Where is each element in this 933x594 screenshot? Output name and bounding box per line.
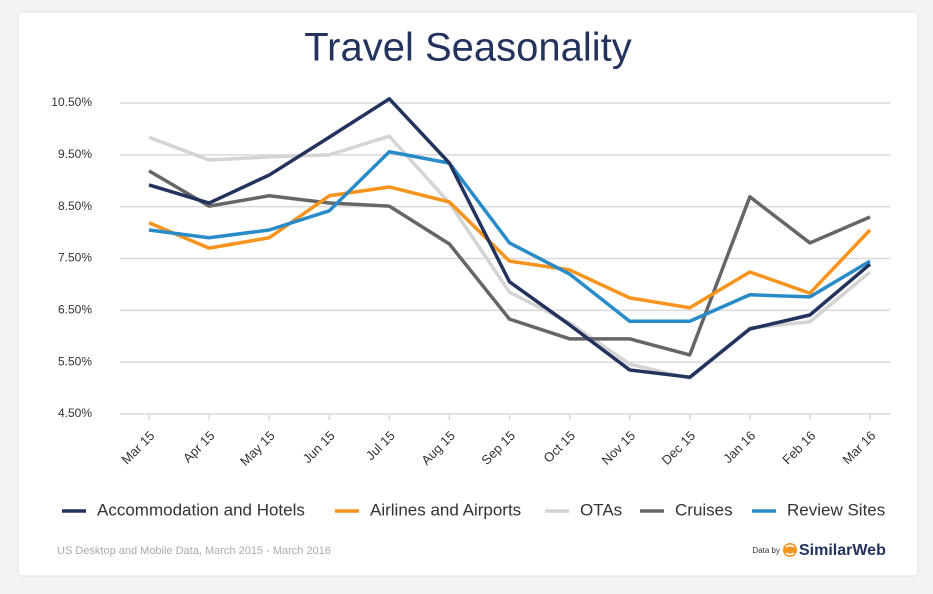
- series-line: [148, 149, 871, 323]
- y-tick-label: 5.50%: [58, 354, 92, 368]
- credit-prefix: Data by: [752, 546, 780, 555]
- y-tick-label: 10.50%: [51, 95, 92, 109]
- y-tick-label: 4.50%: [58, 406, 92, 420]
- card: [17, 11, 919, 577]
- y-tick-label: 8.50%: [58, 199, 92, 213]
- footnote: US Desktop and Mobile Data, March 2015 -…: [57, 545, 331, 557]
- logo-icon-mark: [785, 544, 795, 556]
- legend-label: OTAs: [580, 500, 622, 519]
- legend-label: Airlines and Airports: [370, 500, 521, 519]
- y-tick-label: 9.50%: [58, 147, 92, 161]
- chart-title: Travel Seasonality: [304, 26, 632, 70]
- legend-label: Review Sites: [787, 500, 885, 519]
- series-line: [148, 97, 872, 379]
- y-tick-label: 7.50%: [58, 251, 92, 265]
- legend-label: Cruises: [675, 500, 733, 519]
- legend-label: Accommodation and Hotels: [97, 500, 305, 519]
- series-line: [148, 185, 872, 310]
- series-line: [148, 169, 871, 357]
- credit-brand: SimilarWeb: [799, 542, 886, 559]
- y-tick-label: 6.50%: [58, 303, 92, 317]
